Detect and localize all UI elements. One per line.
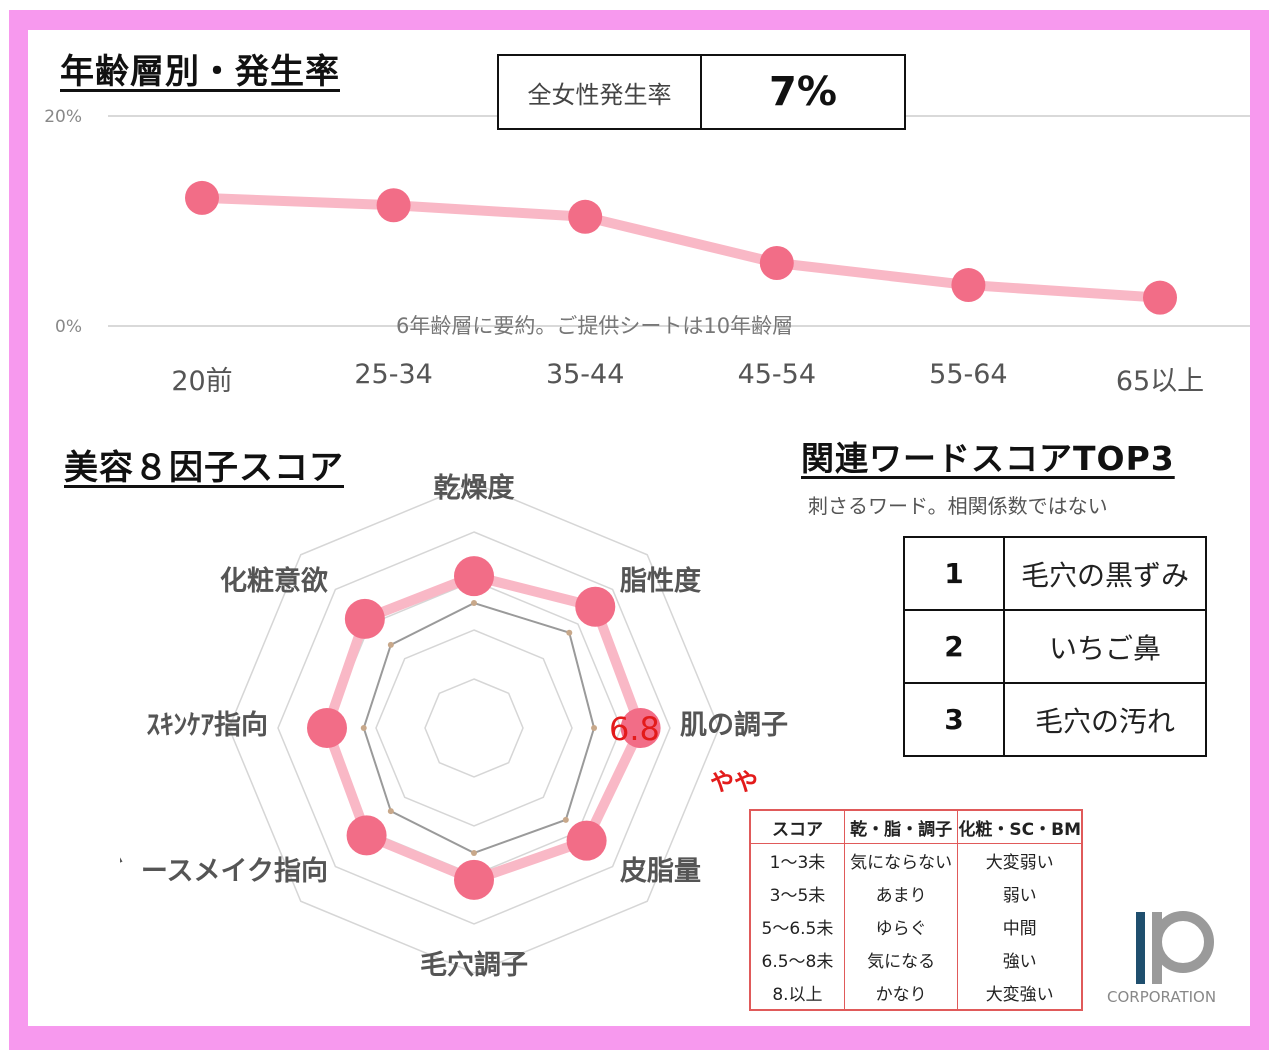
axis-label: ベ゛ースメイク指向: [120, 855, 328, 887]
overall-rate-label: 全女性発生率: [499, 56, 702, 128]
data-point: [185, 180, 219, 215]
radar-grid-ring: [375, 629, 573, 827]
legend-cell: 1～3未: [749, 843, 845, 877]
score-point: [307, 708, 347, 748]
legend-header: 化粧・SC・BM: [957, 810, 1083, 844]
baseline-point: [387, 641, 394, 648]
word-cell: いちご鼻: [1003, 609, 1207, 684]
y-tick-label: 0%: [55, 317, 82, 337]
legend-cell: 8.以上: [749, 976, 845, 1010]
legend-header-row: スコア 乾・脂・調子 化粧・SC・BM: [749, 810, 1083, 844]
series-line: [197, 192, 1165, 303]
score-legend-table: スコア 乾・脂・調子 化粧・SC・BM 1～3未 気にならない 大変弱い 3～5…: [749, 809, 1083, 1011]
legend-row: 3～5未 あまり 弱い: [749, 877, 1083, 910]
axis-label: 乾燥度: [434, 472, 515, 504]
table-row: 1 毛穴の黒ずみ: [903, 536, 1207, 611]
radar-grid-ring: [228, 482, 720, 974]
overall-rate-box: 全女性発生率 7%: [497, 54, 906, 130]
score-point: [620, 708, 661, 748]
rank-cell: 3: [903, 682, 1005, 757]
radar-grid-ring: [277, 531, 671, 925]
score-point: [344, 598, 385, 639]
related-words-table: 1 毛穴の黒ずみ 2 いちご鼻 3 毛穴の汚れ: [903, 536, 1207, 757]
baseline-point: [360, 725, 367, 731]
legend-cell: 気になる: [843, 943, 959, 976]
logo-text: CORPORATION: [1107, 988, 1217, 1006]
x-tick-label: 65以上: [1116, 366, 1204, 397]
x-tick-label: 45-54: [738, 359, 816, 390]
score-point: [566, 820, 607, 861]
score-point: [454, 859, 494, 900]
baseline-point: [591, 725, 598, 731]
data-point: [376, 188, 411, 223]
ip-logo-icon: [1136, 911, 1214, 984]
legend-cell: 気にならない: [843, 843, 959, 877]
radar-grid-ring: [424, 678, 524, 778]
legend-row: 6.5～8未 気になる 強い: [749, 943, 1083, 976]
x-tick-label: 20前: [171, 366, 232, 397]
axis-label: 肌の調子: [680, 709, 788, 741]
y-tick-label: 20%: [44, 107, 82, 127]
axis-label: 皮脂量: [620, 856, 701, 887]
baseline-point: [562, 816, 569, 823]
legend-row: 1～3未 気にならない 大変弱い: [749, 843, 1083, 877]
highlight-level: やや: [710, 768, 758, 796]
legend-header: スコア: [749, 810, 845, 844]
table-row: 3 毛穴の汚れ: [903, 682, 1207, 757]
score-point: [454, 556, 494, 597]
score-point: [346, 815, 387, 856]
legend-cell: 大変弱い: [957, 843, 1083, 877]
baseline-point: [471, 600, 477, 607]
table-row: 2 いちご鼻: [903, 609, 1207, 684]
legend-cell: 5～6.5未: [749, 910, 845, 943]
age-section-title: 年齢層別・発生率: [60, 52, 340, 92]
axis-label: 化粧意欲: [220, 565, 328, 597]
legend-cell: ゆらぐ: [843, 910, 959, 943]
legend-row: 8.以上 かなり 大変強い: [749, 976, 1083, 1010]
score-point: [575, 586, 616, 627]
legend-row: 5～6.5未 ゆらぐ 中間: [749, 910, 1083, 943]
legend-cell: 大変強い: [957, 976, 1083, 1010]
legend-cell: 中間: [957, 910, 1083, 943]
data-point: [1143, 280, 1177, 315]
legend-cell: あまり: [843, 877, 959, 910]
chart-note: 6年齢層に要約。ご提供シートは10年齢層: [396, 314, 794, 338]
legend-cell: 6.5～8未: [749, 943, 845, 976]
related-section-subtitle: 刺さるワード。相関係数ではない: [808, 494, 1108, 518]
axis-label: 毛穴調子: [420, 949, 528, 981]
rank-cell: 1: [903, 536, 1005, 611]
baseline-series: [362, 601, 596, 855]
word-cell: 毛穴の黒ずみ: [1003, 536, 1207, 611]
related-section-title: 関連ワードスコアTOP3: [801, 439, 1175, 478]
legend-cell: 3～5未: [749, 877, 845, 910]
x-tick-label: 25-34: [354, 359, 432, 390]
data-point: [568, 199, 603, 234]
highlight-value: 6.8: [609, 710, 660, 748]
data-point: [951, 268, 986, 303]
baseline-point: [471, 849, 477, 856]
x-tick-label: 55-64: [929, 359, 1007, 390]
baseline-point: [387, 808, 394, 815]
legend-cell: 弱い: [957, 877, 1083, 910]
legend-cell: 強い: [957, 943, 1083, 976]
baseline-point: [566, 629, 573, 636]
x-tick-label: 35-44: [546, 359, 624, 390]
word-cell: 毛穴の汚れ: [1003, 682, 1207, 757]
axis-label: ｽｷﾝｹｱ指向: [147, 709, 269, 741]
data-point: [759, 246, 794, 280]
age-line-chart: 20% 0% 20前 25-34 35-44 45-54 55-64 65以上: [44, 107, 1250, 397]
rank-cell: 2: [903, 609, 1005, 684]
legend-header: 乾・脂・調子: [843, 810, 959, 844]
overall-rate-value: 7%: [769, 69, 837, 115]
legend-cell: かなり: [843, 976, 959, 1010]
axis-label: 脂性度: [620, 565, 701, 597]
beauty-section-title: 美容８因子スコア: [64, 448, 344, 488]
